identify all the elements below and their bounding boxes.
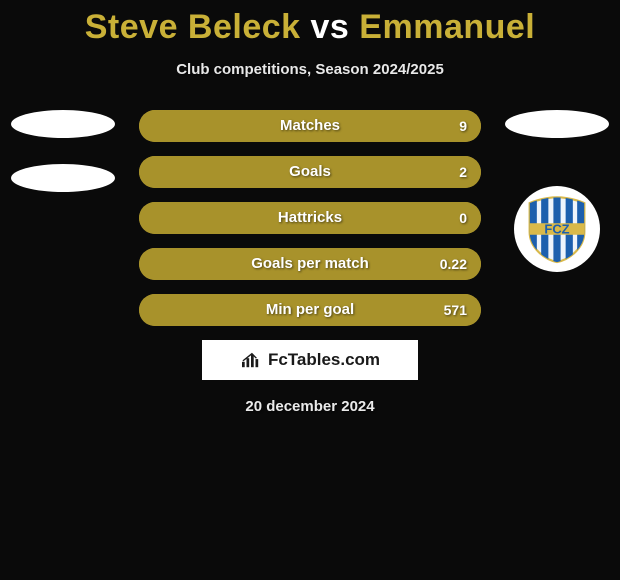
- stat-label: Goals: [139, 156, 481, 188]
- stat-row: Hattricks0: [139, 202, 481, 234]
- brand-text: FcTables.com: [268, 350, 380, 370]
- stat-value-right: 0: [459, 202, 467, 234]
- vs-separator: vs: [311, 8, 350, 46]
- stat-row: Matches9: [139, 110, 481, 142]
- player2-name: Emmanuel: [359, 8, 535, 46]
- left-badge-placeholder-2: [11, 164, 115, 192]
- stat-row: Min per goal571: [139, 294, 481, 326]
- left-badge-placeholder-1: [11, 110, 115, 138]
- stat-value-right: 2: [459, 156, 467, 188]
- brand-box: FcTables.com: [202, 340, 418, 380]
- subtitle: Club competitions, Season 2024/2025: [0, 61, 620, 78]
- stat-value-right: 0.22: [440, 248, 467, 280]
- stat-value-right: 571: [444, 294, 467, 326]
- comparison-title: Steve Beleck vs Emmanuel: [0, 0, 620, 47]
- svg-text:FCZ: FCZ: [544, 221, 569, 236]
- stat-row: Goals2: [139, 156, 481, 188]
- stat-row: Goals per match0.22: [139, 248, 481, 280]
- right-club-badge: FCZ: [514, 186, 600, 272]
- fcz-crest-icon: FCZ: [521, 193, 593, 265]
- left-badges-column: [8, 110, 118, 218]
- stat-value-right: 9: [459, 110, 467, 142]
- stat-label: Matches: [139, 110, 481, 142]
- stat-label: Hattricks: [139, 202, 481, 234]
- date-line: 20 december 2024: [0, 398, 620, 415]
- stat-label: Min per goal: [139, 294, 481, 326]
- stat-label: Goals per match: [139, 248, 481, 280]
- bar-chart-icon: [240, 351, 262, 369]
- right-badges-column: FCZ: [502, 110, 612, 272]
- stat-bars: Matches9Goals2Hattricks0Goals per match0…: [139, 110, 481, 326]
- stats-container: FCZ Matches9 Goals2 Hattricks0 Goals per ma…: [0, 110, 620, 326]
- right-badge-placeholder-1: [505, 110, 609, 138]
- player1-name: Steve Beleck: [85, 8, 301, 46]
